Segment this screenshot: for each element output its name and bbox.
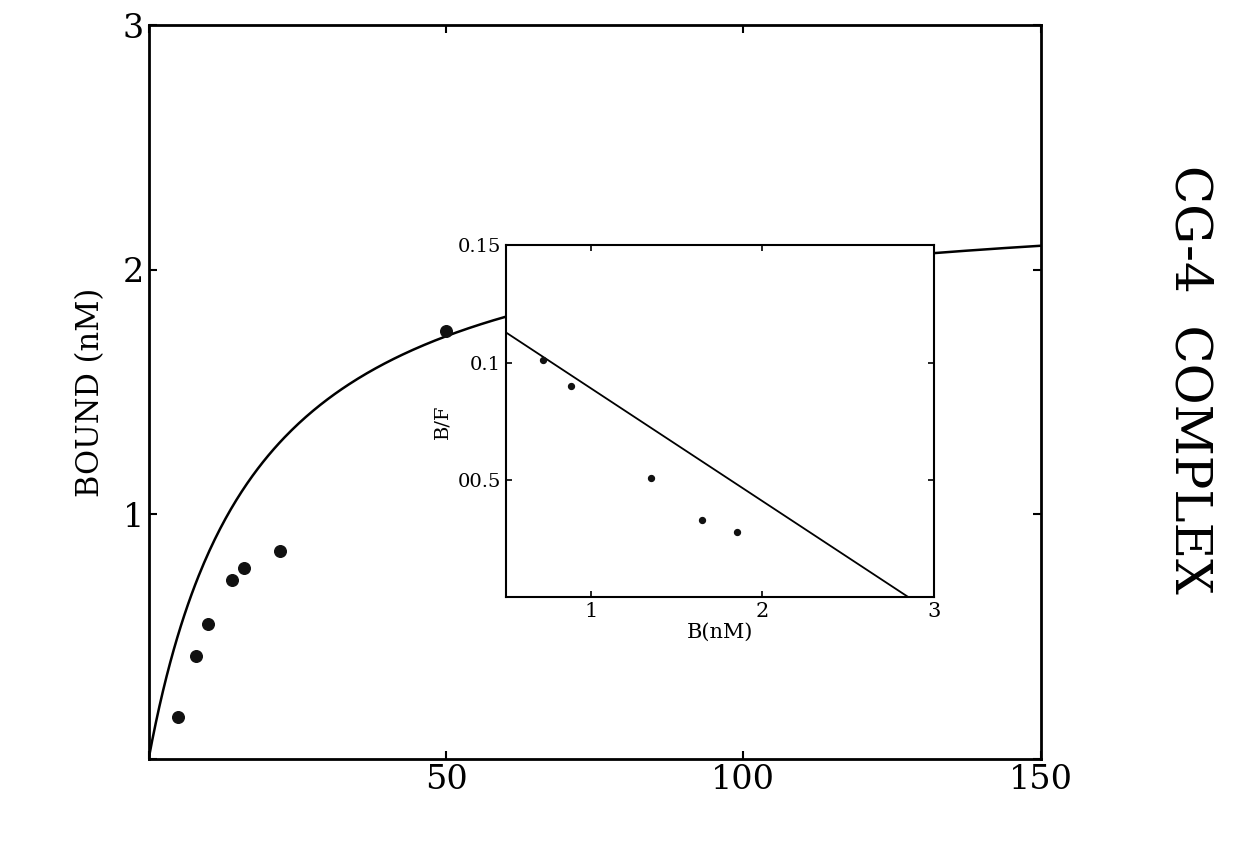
Y-axis label: BOUND (nM): BOUND (nM) <box>74 287 105 497</box>
Point <box>186 649 206 663</box>
Point <box>436 325 456 338</box>
Point <box>234 561 254 575</box>
Point <box>198 617 218 631</box>
Point <box>270 545 290 558</box>
Text: CG-4  COMPLEX: CG-4 COMPLEX <box>1165 165 1214 593</box>
Point <box>793 260 813 274</box>
Point <box>169 711 188 724</box>
Point <box>222 573 242 587</box>
